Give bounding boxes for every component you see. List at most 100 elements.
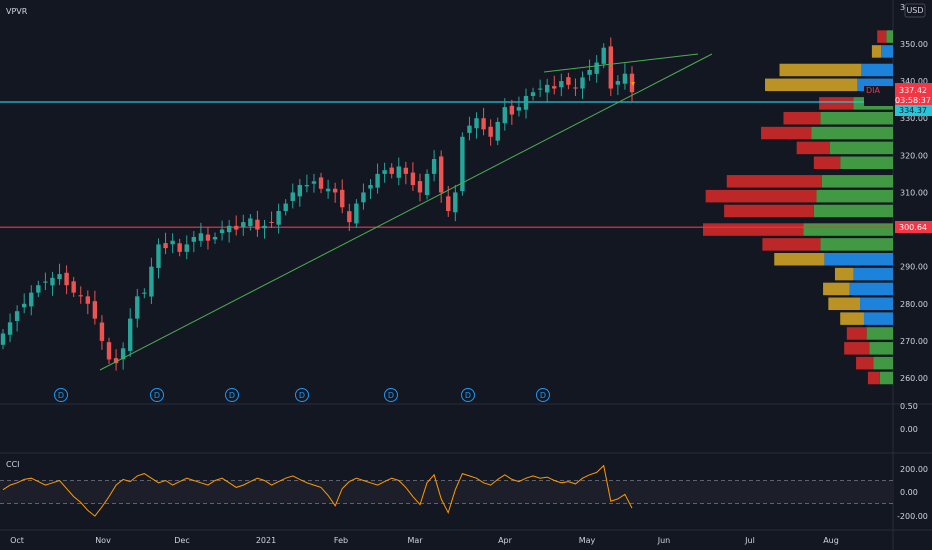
candle-body xyxy=(205,234,211,241)
vp-bar-down xyxy=(844,342,870,355)
candle-body xyxy=(304,185,310,187)
candle-body xyxy=(495,121,500,141)
vp-bar-down xyxy=(819,97,854,110)
currency-box[interactable] xyxy=(904,3,926,18)
symbol-label[interactable]: VPVR xyxy=(6,7,28,16)
vp-bar-up xyxy=(829,141,893,155)
currency-label: USD xyxy=(906,6,923,15)
vp-bar-down xyxy=(761,126,812,140)
price-tick-320: 320.00 xyxy=(900,151,928,160)
vp-bar-down xyxy=(813,156,841,170)
candle-body xyxy=(594,62,599,74)
last-price-box xyxy=(895,83,932,105)
cci-pane xyxy=(0,464,893,517)
vp-bar-up xyxy=(863,312,893,325)
dividend-marker-icon[interactable] xyxy=(461,388,475,402)
vp-bar-up xyxy=(820,111,893,125)
candle-body xyxy=(14,311,20,322)
candle-body xyxy=(36,285,41,293)
horizontal-levels xyxy=(0,101,893,228)
cci-axis-tick-2: 0.00 xyxy=(900,488,918,497)
dividend-marker-icon[interactable] xyxy=(384,388,398,402)
candle-body xyxy=(502,107,507,124)
candle-body xyxy=(460,136,465,192)
price-tick-290: 290.00 xyxy=(900,263,928,272)
time-tick-jun: Jun xyxy=(657,536,671,545)
candlestick-series xyxy=(0,37,635,371)
candle-body xyxy=(340,189,345,208)
vp-bar-up xyxy=(886,30,893,43)
candle-body xyxy=(78,295,83,297)
vp-bar-up xyxy=(866,327,893,340)
candle-body xyxy=(128,318,133,351)
candle-body xyxy=(269,221,274,223)
dividend-marker-icon[interactable] xyxy=(536,388,550,402)
candle-body xyxy=(488,126,493,137)
price-tick-350: 350.00 xyxy=(900,40,928,49)
candle-body xyxy=(177,243,182,252)
candle-body xyxy=(417,181,423,193)
candle-body xyxy=(92,301,98,319)
vp-bar-up xyxy=(879,371,893,385)
candle-body xyxy=(332,188,338,193)
candle-body xyxy=(99,322,105,341)
dividend-marker-label: D xyxy=(58,391,64,400)
trendline-upper[interactable] xyxy=(543,53,699,73)
dividend-marker-label: D xyxy=(154,391,160,400)
vp-bar-up xyxy=(820,238,893,251)
candle-body xyxy=(0,333,6,345)
candle-body xyxy=(382,170,387,174)
candle-body xyxy=(530,92,536,96)
candle-body xyxy=(347,211,352,223)
vp-bar-up xyxy=(821,175,893,188)
level-red-label: 300.64 xyxy=(899,223,927,232)
candle-body xyxy=(368,185,373,189)
vp-bar-down xyxy=(796,141,830,155)
dividend-marker-label: D xyxy=(299,391,305,400)
candle-body xyxy=(297,185,303,197)
dividend-marker-label: D xyxy=(388,391,394,400)
trendline-support[interactable] xyxy=(99,53,713,371)
candle-body xyxy=(71,281,76,293)
dividend-marker-icon[interactable] xyxy=(150,388,164,402)
candle-body xyxy=(184,244,189,252)
gap-axis-tick-1: 0.50 xyxy=(900,402,918,411)
vp-bar-down xyxy=(762,238,821,251)
price-tick-340: 340.00 xyxy=(900,77,928,86)
time-tick-2021: 2021 xyxy=(256,536,276,545)
dividend-marker-icon[interactable] xyxy=(54,388,68,402)
vp-bar-down xyxy=(856,356,874,370)
candle-body xyxy=(375,173,380,188)
vp-bar-down xyxy=(774,252,825,266)
vp-bar-up xyxy=(861,63,893,77)
vp-bar-up xyxy=(869,342,893,355)
vp-bar-up xyxy=(873,356,893,370)
vp-bar-up xyxy=(840,156,893,170)
candle-body xyxy=(396,166,401,178)
price-tick-280: 280.00 xyxy=(900,300,928,309)
cci-axis-tick-3: -200.00 xyxy=(897,512,928,521)
dividend-marker-label: D xyxy=(229,391,235,400)
time-tick-dec: Dec xyxy=(174,536,189,545)
dividend-marker-icon[interactable] xyxy=(295,388,309,402)
cci-label[interactable]: CCI xyxy=(6,460,20,469)
arrow-down-icon xyxy=(631,82,635,86)
price-tick-330: 330.00 xyxy=(900,114,928,123)
candle-body xyxy=(163,243,168,249)
candle-body xyxy=(170,240,175,245)
candle-body xyxy=(262,225,267,229)
cci-line xyxy=(2,464,633,517)
time-tick-aug: Aug xyxy=(823,536,839,545)
candle-body xyxy=(361,192,366,203)
dividend-marker-icon[interactable] xyxy=(225,388,239,402)
gap-axis-tick-2: 0.00 xyxy=(900,425,918,434)
level-blue-label: 334.37 xyxy=(899,106,927,115)
candle-body xyxy=(431,159,437,174)
vp-bar-down xyxy=(871,45,882,58)
candle-body xyxy=(325,188,331,192)
candle-body xyxy=(537,88,543,90)
candle-body xyxy=(120,348,126,360)
top-cut-tick: 3 xyxy=(900,3,905,12)
candle-body xyxy=(523,95,529,110)
